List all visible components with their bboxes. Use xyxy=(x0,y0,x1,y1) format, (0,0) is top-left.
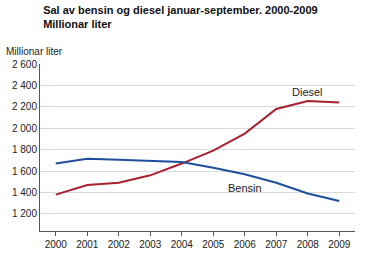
svg-text:2006: 2006 xyxy=(234,239,257,250)
svg-text:Diesel: Diesel xyxy=(292,86,323,98)
svg-text:Millionar liter: Millionar liter xyxy=(6,46,63,57)
svg-text:2002: 2002 xyxy=(108,239,131,250)
svg-text:1 600: 1 600 xyxy=(12,166,37,177)
svg-text:2 400: 2 400 xyxy=(12,80,37,91)
svg-text:2007: 2007 xyxy=(265,239,288,250)
svg-text:2003: 2003 xyxy=(139,239,162,250)
svg-text:2005: 2005 xyxy=(202,239,225,250)
svg-text:1 800: 1 800 xyxy=(12,144,37,155)
svg-text:2008: 2008 xyxy=(297,239,320,250)
svg-text:2 000: 2 000 xyxy=(12,123,37,134)
svg-text:2009: 2009 xyxy=(328,239,351,250)
svg-text:Bensin: Bensin xyxy=(228,182,262,194)
svg-text:1 200: 1 200 xyxy=(12,208,37,219)
svg-text:2004: 2004 xyxy=(171,239,194,250)
svg-text:2000: 2000 xyxy=(45,239,68,250)
svg-text:1 400: 1 400 xyxy=(12,187,37,198)
svg-text:2 600: 2 600 xyxy=(12,59,37,70)
svg-text:2001: 2001 xyxy=(76,239,99,250)
svg-text:Sal av bensin og diesel januar: Sal av bensin og diesel januar-september… xyxy=(43,4,318,30)
svg-text:2 200: 2 200 xyxy=(12,101,37,112)
